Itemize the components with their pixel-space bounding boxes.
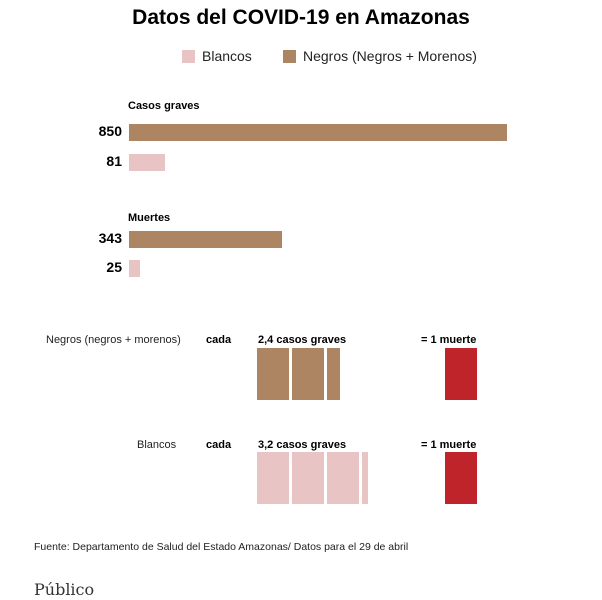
ratio-cases-label-blancos: 3,2 casos graves	[258, 439, 347, 451]
legend-label-blancos: Blancos	[202, 48, 252, 64]
bar-muertes-blancos	[129, 260, 140, 277]
source-note: Fuente: Departamento de Salud del Estado…	[34, 541, 409, 553]
case-unit-block	[327, 452, 359, 504]
ratio-case-blocks-blancos	[257, 452, 377, 504]
case-unit-block	[292, 452, 324, 504]
case-unit-block	[257, 348, 289, 400]
legend-label-negros: Negros (Negros + Morenos)	[303, 48, 477, 64]
bar-muertes-negros	[129, 231, 282, 248]
death-block-blancos	[445, 452, 477, 504]
ratio-cases-label-negros: 2,4 casos graves	[258, 334, 347, 346]
chart-title: Datos del COVID-19 en Amazonas	[132, 6, 470, 29]
ratio-group-label-negros: Negros (negros + morenos)	[46, 334, 181, 346]
group-label-casos-graves: Casos graves	[128, 100, 200, 112]
group-label-muertes: Muertes	[128, 212, 171, 224]
ratio-every-blancos: cada	[206, 439, 232, 451]
legend-item-blancos: Blancos	[182, 46, 252, 66]
legend-swatch-blancos	[182, 49, 195, 63]
value-label-muertes-blancos: 25	[106, 259, 122, 275]
bar-casos-graves-negros	[129, 124, 507, 141]
ratio-every-negros: cada	[206, 334, 232, 346]
ratio-group-label-blancos: Blancos	[137, 439, 177, 451]
death-block-negros	[445, 348, 477, 400]
value-label-muertes-negros: 343	[98, 230, 122, 246]
bar-casos-graves-blancos	[129, 154, 165, 171]
case-unit-block	[257, 452, 289, 504]
legend-item-negros: Negros (Negros + Morenos)	[283, 46, 477, 66]
case-unit-block	[292, 348, 324, 400]
value-label-casos-blancos: 81	[106, 153, 122, 169]
ratio-equals-negros: = 1 muerte	[421, 334, 477, 346]
case-unit-block	[362, 452, 368, 504]
case-unit-block	[327, 348, 340, 400]
ratio-case-blocks-negros	[257, 348, 377, 400]
publisher-logo: Público	[34, 580, 95, 599]
legend-swatch-negros	[283, 49, 296, 63]
ratio-equals-blancos: = 1 muerte	[421, 439, 477, 451]
value-label-casos-negros: 850	[98, 123, 122, 139]
